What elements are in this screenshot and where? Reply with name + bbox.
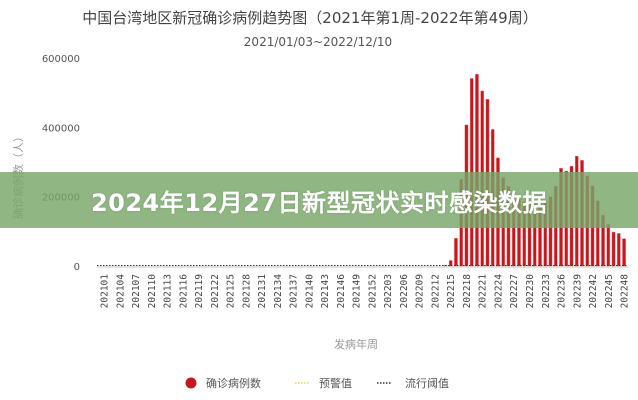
y-tick-label: 0: [74, 262, 80, 273]
x-tick-label: 202137: [289, 274, 300, 308]
x-tick-label: 202140: [304, 274, 315, 309]
x-tick-label: 202233: [541, 274, 552, 308]
x-tick-label: 202203: [383, 274, 394, 308]
x-ticks: 202101 202104 202107 202110 202113 202116 2021…: [100, 274, 631, 309]
legend-label-epidemic: 流行阈值: [405, 376, 449, 390]
x-tick-label: 202104: [115, 274, 126, 309]
bar: [454, 238, 458, 267]
x-tick-label: 202227: [509, 274, 520, 308]
x-tick-label: 202212: [430, 274, 441, 308]
x-tick-label: 202239: [572, 274, 583, 309]
x-axis-label: 发病年周: [334, 337, 378, 351]
x-tick-label: 202110: [147, 274, 158, 309]
headline-text: 2024年12月27日新型冠状实时感染数据: [90, 188, 548, 217]
x-tick-label: 202215: [446, 274, 457, 308]
legend-label-warning: 预警值: [319, 376, 352, 390]
bar: [611, 231, 616, 267]
y-tick-label: 600000: [42, 54, 80, 65]
chart-title: 中国台湾地区新冠确诊病例趋势图（2021年第1周-2022年第49周）: [82, 9, 537, 27]
headline-banner: 2024年12月27日新型冠状实时感染数据: [0, 172, 638, 228]
legend: 确诊病例数 预警值 流行阈值: [185, 376, 449, 390]
legend-label-confirmed: 确诊病例数: [206, 376, 261, 390]
x-tick-label: 202242: [588, 274, 599, 308]
x-tick-label: 202230: [525, 274, 536, 309]
x-tick-label: 202248: [620, 274, 631, 309]
bars: [443, 74, 626, 267]
bar: [616, 233, 621, 267]
bar: [606, 224, 611, 267]
x-tick-label: 202107: [131, 274, 142, 308]
x-tick-label: 202116: [178, 274, 189, 309]
x-tick-label: 202119: [194, 274, 205, 309]
x-tick-label: 202245: [604, 274, 615, 308]
x-tick-label: 202209: [415, 274, 426, 309]
x-tick-label: 202221: [478, 274, 489, 309]
x-tick-label: 202134: [273, 274, 284, 309]
x-tick-label: 202224: [493, 274, 504, 309]
x-tick-label: 202128: [241, 274, 252, 309]
bar: [475, 74, 479, 267]
x-tick-label: 202143: [320, 274, 331, 308]
x-tick-label: 202206: [399, 274, 410, 309]
x-tick-label: 202218: [462, 274, 473, 309]
x-tick-label: 202152: [367, 274, 378, 308]
x-tick-label: 202101: [100, 274, 111, 309]
x-tick-label: 202236: [557, 274, 568, 309]
x-tick-label: 202125: [226, 274, 237, 308]
x-tick-label: 202149: [352, 274, 363, 309]
x-tick-label: 202146: [336, 274, 347, 309]
x-tick-label: 202122: [210, 274, 221, 308]
legend-marker-confirmed: [185, 377, 197, 389]
y-ticks: 0200000400000600000: [42, 54, 80, 273]
x-tick-label: 202131: [257, 274, 268, 309]
bar: [622, 238, 626, 267]
bar: [448, 260, 453, 267]
y-tick-label: 400000: [42, 123, 80, 134]
chart-subtitle: 2021/01/03~2022/12/10: [244, 35, 392, 49]
x-tick-label: 202113: [163, 274, 174, 308]
